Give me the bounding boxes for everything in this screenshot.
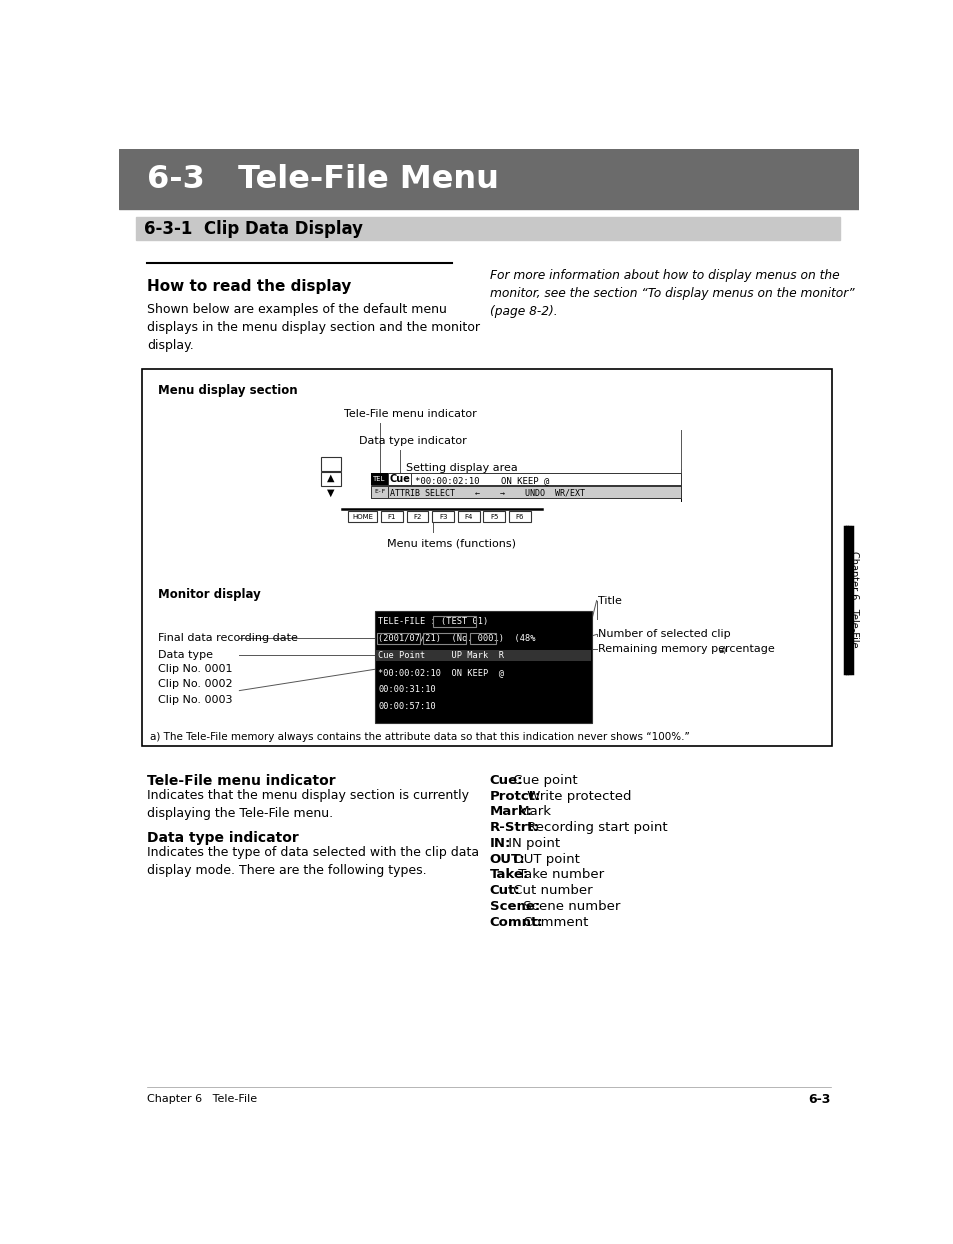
Bar (348, 511, 377, 522)
Bar (320, 458, 340, 471)
Text: Setting display area: Setting display area (406, 463, 517, 473)
Text: Number of selected clip: Number of selected clip (598, 629, 730, 639)
Text: Cue Point     UP Mark  R: Cue Point UP Mark R (377, 652, 503, 661)
Text: Title: Title (598, 596, 621, 606)
Bar (119, 149, 858, 209)
Bar (388, 473, 411, 485)
Text: OUT:: OUT: (489, 852, 525, 866)
Text: F6: F6 (516, 514, 523, 520)
Text: Cue point: Cue point (508, 774, 577, 786)
Text: TEL: TEL (373, 476, 386, 481)
Text: Chapter 6   Tele-File: Chapter 6 Tele-File (848, 551, 858, 648)
Text: Final data recording date: Final data recording date (158, 633, 297, 643)
Text: F4: F4 (464, 514, 473, 520)
Text: Chapter 6   Tele-File: Chapter 6 Tele-File (147, 1095, 257, 1105)
Bar (371, 485, 388, 498)
Text: Comment: Comment (518, 916, 587, 929)
Text: a) The Tele-File memory always contains the attribute data so that this indicati: a) The Tele-File memory always contains … (150, 733, 689, 743)
Text: R-Strt:: R-Strt: (489, 821, 539, 835)
Text: Monitor display: Monitor display (158, 588, 260, 601)
Text: Take number: Take number (513, 868, 603, 882)
Text: Protct:: Protct: (489, 790, 540, 802)
Text: Data type indicator: Data type indicator (147, 831, 298, 845)
Text: Indicates the type of data selected with the clip data
display mode. There are t: Indicates the type of data selected with… (147, 846, 478, 877)
Bar (320, 471, 340, 485)
Text: Scene:: Scene: (489, 899, 539, 913)
Text: 00:00:57:10: 00:00:57:10 (377, 702, 436, 712)
Text: TELE-FILE : (TEST 01): TELE-FILE : (TEST 01) (377, 617, 488, 627)
Text: OUT point: OUT point (508, 852, 579, 866)
Bar (433, 616, 476, 627)
Text: 6-3   Tele-File Menu: 6-3 Tele-File Menu (147, 164, 498, 195)
Text: Clip No. 0001: Clip No. 0001 (158, 664, 233, 674)
Text: a): a) (718, 646, 726, 654)
Text: *00:00:02:10  ON KEEP  @: *00:00:02:10 ON KEEP @ (377, 668, 503, 677)
Bar (376, 633, 419, 643)
Text: Data type indicator: Data type indicator (359, 435, 467, 445)
Bar (136, 216, 840, 240)
Text: E-F: E-F (374, 489, 385, 494)
Text: Take:: Take: (489, 868, 528, 882)
Text: Clip No. 0002: Clip No. 0002 (158, 679, 233, 689)
Text: Cut:: Cut: (489, 884, 520, 897)
Bar (375, 649, 591, 661)
Text: Clip No. 0003: Clip No. 0003 (158, 695, 233, 705)
Bar (432, 511, 454, 522)
Bar (381, 511, 402, 522)
Bar (142, 368, 831, 746)
Bar (371, 473, 680, 485)
Text: Menu display section: Menu display section (158, 384, 297, 397)
Bar (406, 511, 428, 522)
Text: F1: F1 (387, 514, 395, 520)
Text: Cut number: Cut number (508, 884, 592, 897)
Text: F3: F3 (438, 514, 447, 520)
Text: Mark: Mark (513, 805, 550, 819)
Text: 00:00:31:10: 00:00:31:10 (377, 685, 436, 694)
Text: 6-3-1  Clip Data Display: 6-3-1 Clip Data Display (144, 220, 363, 238)
Text: 6-3: 6-3 (807, 1093, 830, 1106)
Text: Recording start point: Recording start point (523, 821, 667, 835)
Text: Scene number: Scene number (518, 899, 619, 913)
Text: (2001/07/21)  (No. 0001)  (48%: (2001/07/21) (No. 0001) (48% (377, 634, 535, 643)
Bar (371, 485, 680, 498)
Bar (371, 473, 388, 485)
Text: HOME: HOME (352, 514, 373, 520)
Bar (422, 633, 466, 643)
Bar (375, 611, 592, 723)
Text: Write protected: Write protected (523, 790, 631, 802)
Text: Tele-File menu indicator: Tele-File menu indicator (147, 774, 335, 787)
Text: Mark:: Mark: (489, 805, 533, 819)
Text: *00:00:02:10    ON KEEP @: *00:00:02:10 ON KEEP @ (415, 475, 548, 485)
Text: ATTRIB SELECT    ←    →    UNDO  WR/EXT: ATTRIB SELECT ← → UNDO WR/EXT (390, 488, 585, 498)
Bar (469, 633, 496, 643)
Text: Data type: Data type (158, 651, 213, 661)
Bar (509, 511, 530, 522)
Bar (457, 511, 479, 522)
Text: Cue:: Cue: (489, 774, 522, 786)
Text: Indicates that the menu display section is currently
displaying the Tele-File me: Indicates that the menu display section … (147, 789, 469, 820)
Text: Remaining memory percentage: Remaining memory percentage (598, 644, 774, 654)
Text: For more information about how to display menus on the
monitor, see the section : For more information about how to displa… (489, 269, 854, 317)
Text: F5: F5 (490, 514, 498, 520)
Text: Menu items (functions): Menu items (functions) (386, 539, 515, 549)
Text: How to read the display: How to read the display (147, 279, 351, 294)
Text: Tele-File menu indicator: Tele-File menu indicator (344, 409, 476, 419)
Text: Shown below are examples of the default menu
displays in the menu display sectio: Shown below are examples of the default … (147, 304, 479, 352)
Text: Comnt:: Comnt: (489, 916, 543, 929)
Text: IN point: IN point (503, 837, 559, 850)
Text: ▼: ▼ (327, 488, 335, 498)
Text: Cue: Cue (389, 474, 410, 484)
Text: IN:: IN: (489, 837, 511, 850)
Text: F2: F2 (413, 514, 421, 520)
Bar (483, 511, 505, 522)
Text: ▲: ▲ (327, 473, 335, 483)
